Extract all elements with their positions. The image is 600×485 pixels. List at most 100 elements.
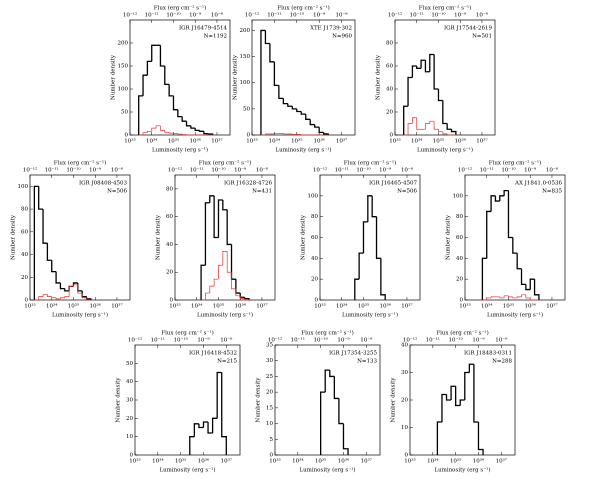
x2-tick-label: 10⁻⁹ xyxy=(189,12,202,19)
histogram-step xyxy=(499,195,505,202)
x2-tick-label: 10⁻¹⁰ xyxy=(211,167,226,174)
x2-tick-label: 10⁻¹² xyxy=(245,12,259,19)
y-tick-label: 40 xyxy=(386,87,393,93)
y-tick-label: 25 xyxy=(266,374,273,380)
x2-axis-label: Flux (erg cm⁻² s⁻¹) xyxy=(344,160,397,167)
x-axis-label: Luminosity (erg s⁻¹) xyxy=(275,147,331,154)
histogram-step xyxy=(86,297,91,301)
x2-tick-label: 10⁻⁹ xyxy=(197,337,210,344)
x2-tick-label: 10⁻⁸ xyxy=(336,12,349,19)
x-tick-label: 10³⁷ xyxy=(256,303,268,310)
y-axis-label: Number density xyxy=(233,54,239,100)
histogram-step xyxy=(73,283,78,287)
x2-tick-label: 10⁻¹² xyxy=(388,12,402,19)
histogram-step xyxy=(81,290,87,298)
annotation: N=506 xyxy=(107,189,127,195)
histogram-step xyxy=(151,127,157,132)
histogram-step xyxy=(486,297,492,300)
y-tick-label: 0 xyxy=(270,453,274,459)
y-axis-label: Number density xyxy=(111,54,117,100)
histogram-step xyxy=(300,111,306,115)
histogram-step xyxy=(198,423,204,429)
annotation: IGR J08408-4503 xyxy=(79,181,128,187)
histogram-step xyxy=(68,286,74,297)
histogram-step xyxy=(85,296,92,300)
x-tick-label: 10³⁶ xyxy=(90,303,102,310)
x-tick-label: 10³⁴ xyxy=(292,458,304,465)
x-tick-label: 10³³ xyxy=(24,303,35,310)
x-tick-label: 10³⁶ xyxy=(235,303,247,310)
x2-tick-label: 10⁻⁹ xyxy=(337,337,350,344)
x-tick-label: 10³⁷ xyxy=(211,138,223,145)
histogram-step xyxy=(222,251,228,266)
x-tick-label: 10³³ xyxy=(246,138,257,145)
histogram-step xyxy=(407,123,413,135)
panel: 0 20 40 60 80 100 10³³ 10³⁴ 10³⁵ 10³⁶ 10³⁷ 10⁻¹² 10⁻… xyxy=(446,160,566,319)
histogram-step xyxy=(81,293,87,299)
y-tick-label: 40 xyxy=(311,256,318,262)
x2-axis-label: Flux (erg cm⁻² s⁻¹) xyxy=(277,5,330,12)
x-tick-label: 10³⁷ xyxy=(336,138,348,145)
histogram-step xyxy=(193,423,199,437)
histogram-step xyxy=(207,133,214,135)
x-axis-label: Luminosity (erg s⁻¹) xyxy=(152,147,208,154)
x2-tick-label: 10⁻¹¹ xyxy=(190,167,204,174)
histogram-step xyxy=(47,294,52,297)
x2-tick-label: 10⁻⁹ xyxy=(234,167,247,174)
histogram-step xyxy=(450,129,457,135)
x2-tick-label: 10⁻⁹ xyxy=(454,12,467,19)
x-tick-label: 10³⁵ xyxy=(433,138,444,145)
histogram-step xyxy=(217,199,223,238)
histogram-step xyxy=(429,53,435,72)
x2-axis-label: Flux (erg cm⁻² s⁻¹) xyxy=(199,160,252,167)
x-axis-label: Luminosity (erg s⁻¹) xyxy=(487,312,543,319)
histogram-step xyxy=(38,296,44,300)
x2-tick-label: 10⁻¹⁰ xyxy=(290,12,305,19)
x2-tick-label: 10⁻¹² xyxy=(123,12,137,19)
x-tick-label: 10³⁵ xyxy=(168,138,179,145)
histogram-step xyxy=(168,132,174,134)
histogram-step xyxy=(181,116,187,122)
x-tick-label: 10³⁴ xyxy=(46,303,58,310)
histogram-step xyxy=(329,370,335,378)
histogram-step xyxy=(209,285,215,294)
y-tick-label: 20 xyxy=(126,416,133,422)
histogram-step xyxy=(425,123,430,130)
histogram-step xyxy=(68,285,74,291)
y-tick-label: 200 xyxy=(118,41,129,47)
histogram-step xyxy=(146,60,152,76)
x-tick-label: 10³⁴ xyxy=(191,303,203,310)
x2-tick-label: 10⁻¹¹ xyxy=(335,167,349,174)
histogram-step xyxy=(198,130,204,132)
annotation: IGR J17354-3255 xyxy=(329,351,378,357)
annotation: IGR J16479-4514 xyxy=(179,26,228,32)
histogram-step xyxy=(55,271,61,284)
histogram-step xyxy=(213,278,219,287)
histogram-step xyxy=(499,296,505,299)
histogram-step xyxy=(151,44,157,62)
x-axis-label: Luminosity (erg s⁻¹) xyxy=(434,467,490,474)
y-tick-label: 0 xyxy=(390,133,394,139)
histogram-step xyxy=(282,98,288,105)
y-tick-label: 80 xyxy=(166,186,173,192)
annotation: N=960 xyxy=(332,34,352,40)
x-tick-label: 10³⁷ xyxy=(546,303,558,310)
x2-tick-label: 10⁻⁹ xyxy=(524,167,537,174)
histogram-step xyxy=(64,288,70,292)
y-tick-label: 0 xyxy=(25,298,29,304)
y-tick-label: 80 xyxy=(311,214,318,220)
annotation: N=431 xyxy=(252,189,272,195)
histogram-step xyxy=(446,123,452,130)
histogram-step xyxy=(450,385,456,400)
plot-frame xyxy=(129,19,231,136)
panel: 0 5 10 15 20 25 30 35 10³³ 10³⁴ 10³⁵ 10³⁶ 10³⁷ 10⁻¹² 1… xyxy=(256,330,381,474)
x2-tick-label: 10⁻⁸ xyxy=(360,337,373,344)
histogram-step xyxy=(438,129,443,132)
histogram-step xyxy=(477,422,484,455)
histogram-step xyxy=(202,421,209,428)
histogram-step xyxy=(429,120,435,124)
histogram-step xyxy=(464,371,470,400)
x2-tick-label: 10⁻¹² xyxy=(23,167,37,174)
histogram-step xyxy=(367,195,373,222)
